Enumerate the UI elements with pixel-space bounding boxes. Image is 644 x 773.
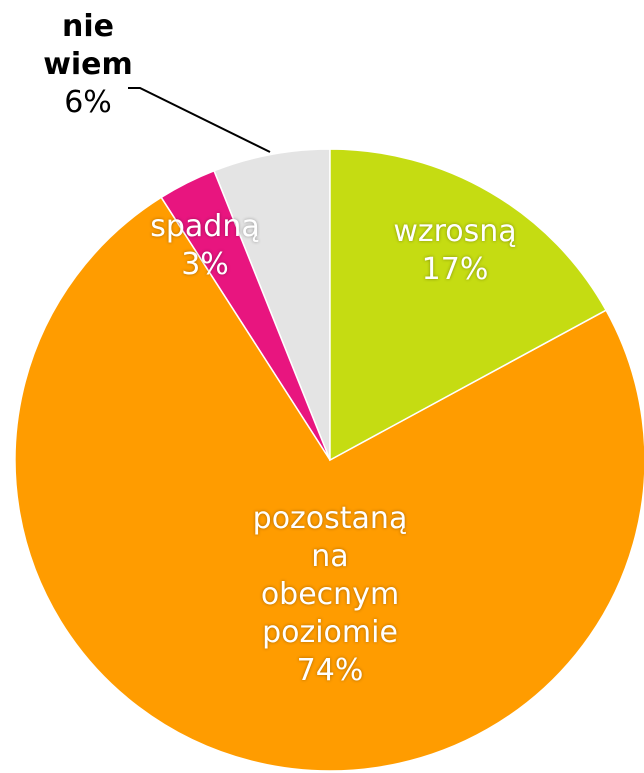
pie-slice [213,148,331,461]
value-label: 6% [64,85,112,120]
category-label: spadną [150,209,260,244]
value-label: 3% [181,247,229,282]
category-label: pozostaną na obecnym poziomie [252,501,408,650]
pie-slice [329,148,608,462]
category-label: wzrosną [393,214,517,249]
value-label: 17% [421,252,489,287]
slice-label: pozostaną na obecnym poziomie 74% [245,500,415,690]
slice-label: nie wiem 6% [43,8,133,122]
category-label: nie wiem [43,9,133,82]
slice-label: wzrosną 17% [355,213,555,289]
pie-slice [14,196,644,772]
leader-line [128,87,271,153]
slice-label: spadną 3% [130,208,280,284]
value-label: 74% [296,653,364,688]
